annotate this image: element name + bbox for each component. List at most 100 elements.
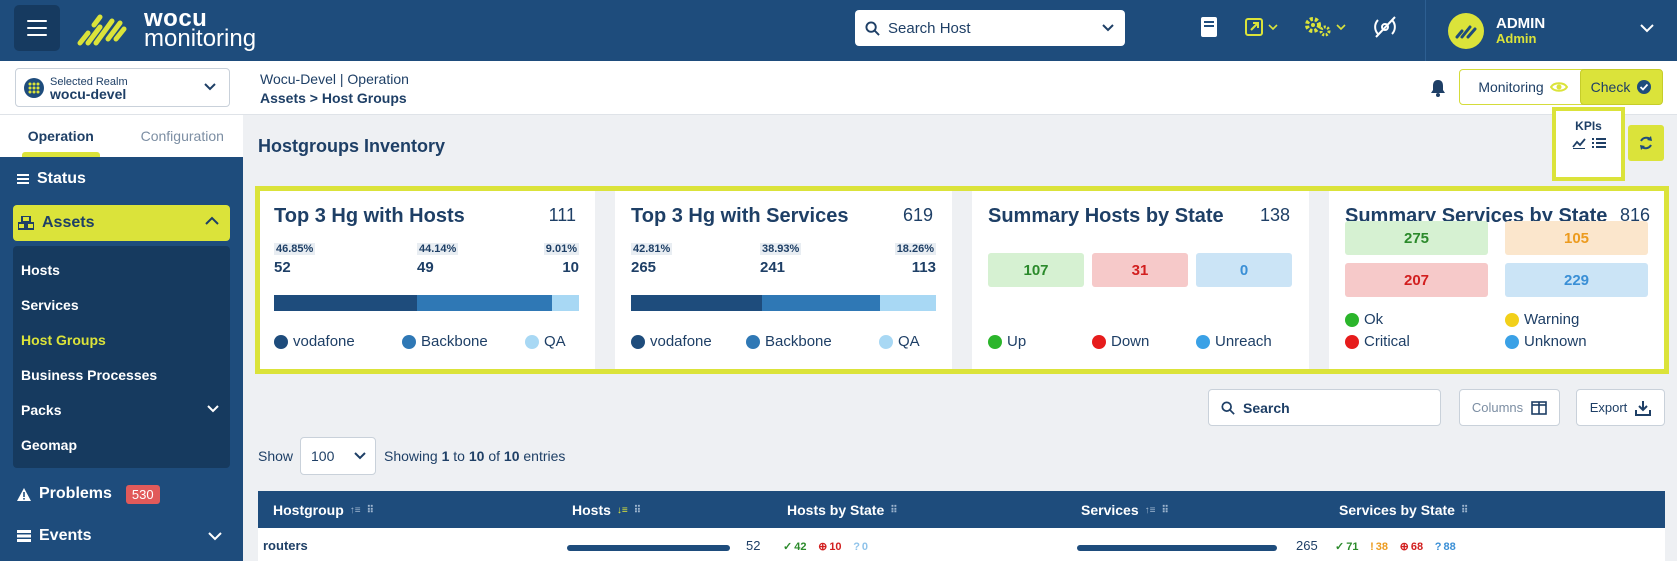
card-title: Top 3 Hg with Hosts bbox=[274, 205, 465, 227]
search-host-label: Search Host bbox=[888, 19, 971, 37]
column-label: Hosts by State bbox=[787, 502, 885, 518]
legend-label: Down bbox=[1111, 333, 1150, 350]
export-button[interactable]: Export bbox=[1576, 389, 1665, 426]
kpis-label: KPIs bbox=[1575, 119, 1602, 133]
check-circle-icon: ✓ bbox=[1335, 541, 1345, 553]
columns-button[interactable]: Columns bbox=[1459, 389, 1560, 426]
sidebar-item-services[interactable]: Services bbox=[21, 296, 79, 313]
hosts-unreach-box[interactable]: 0 bbox=[1196, 253, 1292, 287]
value-label: 265 bbox=[631, 259, 657, 276]
check-button[interactable]: Check bbox=[1580, 69, 1663, 105]
user-menu[interactable]: ADMIN Admin bbox=[1425, 0, 1677, 61]
hosts-unreach: ? 0 bbox=[853, 541, 868, 553]
hosts-states: ✓ 42 ⊕ 10 ? 0 bbox=[783, 538, 876, 554]
realm-selector[interactable]: Selected Realm wocu-devel bbox=[15, 68, 230, 107]
sidebar-item-hosts[interactable]: Hosts bbox=[21, 261, 60, 278]
legend-unknown: Unknown bbox=[1505, 333, 1587, 350]
column-header-services-by-state[interactable]: Services by State ⠿ bbox=[1339, 502, 1468, 518]
column-header-hostgroup[interactable]: Hostgroup ↑≡ ⠿ bbox=[273, 502, 374, 518]
sidebar-item-events[interactable]: Events bbox=[0, 516, 243, 556]
brand-logo[interactable]: wocu monitoring bbox=[74, 7, 256, 51]
services-ok-box[interactable]: 275 bbox=[1345, 221, 1488, 255]
services-warning-box[interactable]: 105 bbox=[1505, 221, 1648, 255]
value-label: 10 bbox=[562, 259, 579, 276]
entries-to: 10 bbox=[468, 448, 485, 464]
chevron-down-icon bbox=[354, 452, 366, 460]
breadcrumb-mode[interactable]: Operation bbox=[347, 71, 409, 87]
chevron-down-icon bbox=[1102, 24, 1114, 32]
services-ok: ✓ 71 bbox=[1335, 540, 1358, 554]
sidebar-item-assets[interactable]: Assets bbox=[13, 205, 230, 241]
broadcast-toggle[interactable] bbox=[1372, 14, 1398, 40]
external-link-menu[interactable] bbox=[1244, 17, 1278, 37]
docs-button[interactable] bbox=[1200, 16, 1218, 38]
drag-handle-icon[interactable]: ⠿ bbox=[1161, 504, 1169, 516]
table-search-input[interactable]: Search bbox=[1208, 389, 1441, 426]
services-unknown-box[interactable]: 229 bbox=[1505, 263, 1648, 297]
entries-text: to bbox=[453, 448, 465, 464]
monitoring-button[interactable]: Monitoring bbox=[1459, 69, 1587, 105]
sidebar-item-packs[interactable]: Packs bbox=[13, 392, 230, 427]
table-row[interactable]: routers 52 ✓ 42 ⊕ 10 ? 0 265 ✓ 71 ! 38 ⊕ 68 ? 8… bbox=[258, 528, 1665, 561]
legend-label: Ok bbox=[1364, 311, 1384, 328]
export-label: Export bbox=[1589, 400, 1628, 415]
card-title: Summary Hosts by State bbox=[988, 205, 1224, 227]
columns-label: Columns bbox=[1471, 400, 1524, 415]
legend-label: vodafone bbox=[650, 333, 712, 350]
column-header-hosts[interactable]: Hosts ↓≡ ⠿ bbox=[572, 502, 641, 518]
drag-handle-icon[interactable]: ⠿ bbox=[890, 504, 898, 516]
search-icon bbox=[1221, 400, 1235, 415]
legend-label: Critical bbox=[1364, 333, 1410, 350]
sidebar-item-problems[interactable]: Problems 530 bbox=[0, 472, 243, 516]
refresh-button[interactable] bbox=[1628, 125, 1664, 161]
arrow-down-icon: ⊕ bbox=[1399, 541, 1409, 553]
entries-info: Showing 1 to 10 of 10 entries bbox=[384, 448, 565, 464]
gears-icon bbox=[1305, 17, 1331, 37]
menu-toggle-button[interactable] bbox=[14, 5, 60, 51]
sidebar-item-geomap[interactable]: Geomap bbox=[21, 436, 78, 453]
settings-menu[interactable] bbox=[1304, 16, 1346, 38]
page-size-select[interactable]: 100 bbox=[300, 437, 376, 475]
search-host-select[interactable]: Search Host bbox=[855, 10, 1125, 46]
drag-handle-icon[interactable]: ⠿ bbox=[366, 504, 374, 516]
hostgroup-name[interactable]: routers bbox=[263, 538, 308, 553]
bar-segment-backbone bbox=[416, 295, 552, 311]
pct-label: 18.26% bbox=[894, 243, 936, 255]
sort-icon: ↑≡ bbox=[349, 504, 361, 516]
services-unknown: ? 88 bbox=[1435, 541, 1456, 553]
check-label: Check bbox=[1590, 79, 1631, 95]
hosts-up-box[interactable]: 107 bbox=[988, 253, 1084, 287]
services-states: ✓ 71 ! 38 ⊕ 68 ? 88 bbox=[1335, 538, 1464, 554]
legend-vodafone: vodafone bbox=[631, 333, 712, 350]
main-content: Hostgroups Inventory bbox=[243, 115, 1677, 561]
card-total: 816 bbox=[1619, 205, 1650, 225]
drag-handle-icon[interactable]: ⠿ bbox=[1460, 504, 1469, 516]
hosts-down-box[interactable]: 31 bbox=[1092, 253, 1188, 287]
hosts-count: 52 bbox=[746, 538, 761, 553]
legend-critical: Critical bbox=[1345, 333, 1410, 350]
drag-handle-icon[interactable]: ⠿ bbox=[633, 504, 642, 516]
sidebar-item-host-groups[interactable]: Host Groups bbox=[21, 331, 106, 348]
column-header-hosts-by-state[interactable]: Hosts by State ⠿ bbox=[787, 502, 898, 518]
breadcrumb-realm[interactable]: Wocu-Devel bbox=[260, 71, 336, 87]
card-title: Top 3 Hg with Services bbox=[631, 205, 849, 227]
kpis-toggle[interactable]: KPIs bbox=[1552, 107, 1625, 181]
sidebar-item-business-processes[interactable]: Business Processes bbox=[21, 366, 158, 383]
services-critical-box[interactable]: 207 bbox=[1345, 263, 1488, 297]
external-link-icon bbox=[1245, 18, 1263, 36]
stacked-bar bbox=[274, 295, 579, 311]
legend-label: Up bbox=[1007, 333, 1027, 350]
value-label: 49 bbox=[417, 259, 434, 276]
legend-qa: QA bbox=[879, 333, 920, 350]
hosts-down-count: 10 bbox=[829, 540, 842, 553]
arrow-down-icon: ⊕ bbox=[818, 541, 828, 553]
bell-icon[interactable] bbox=[1430, 79, 1446, 97]
entries-total: 10 bbox=[503, 448, 520, 464]
legend-ok: Ok bbox=[1345, 311, 1383, 328]
sidebar-item-status[interactable]: Status bbox=[0, 159, 243, 199]
table-search-placeholder: Search bbox=[1243, 399, 1290, 416]
tab-operation[interactable]: Operation bbox=[0, 115, 122, 157]
legend-unreach: Unreach bbox=[1196, 333, 1272, 350]
column-header-services[interactable]: Services ↑≡ ⠿ bbox=[1081, 502, 1169, 518]
tab-configuration[interactable]: Configuration bbox=[140, 128, 224, 144]
